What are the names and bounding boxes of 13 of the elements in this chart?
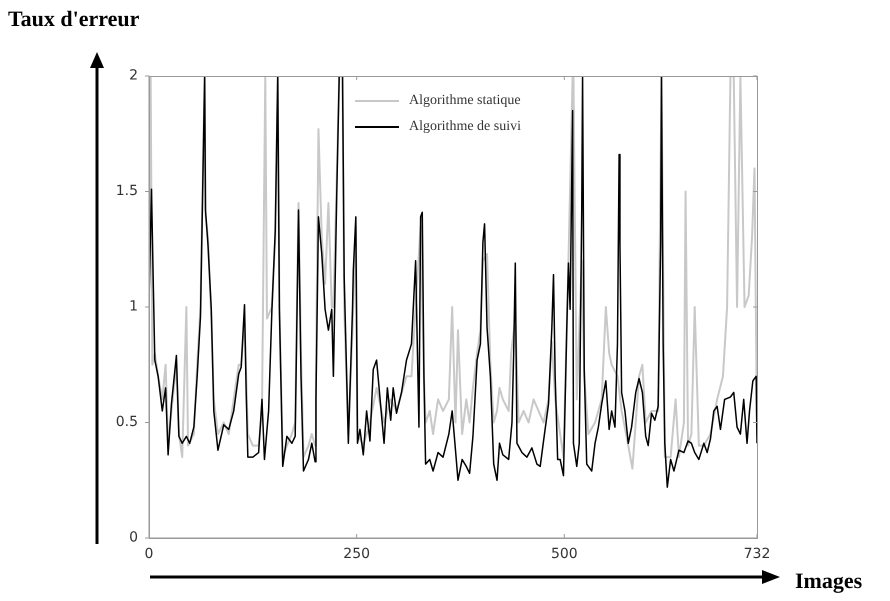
- legend-label: Algorithme de suivi: [409, 119, 521, 135]
- y-tick-label: 0.5: [116, 414, 138, 430]
- x-tick-label: 250: [343, 546, 370, 562]
- legend-label: Algorithme statique: [409, 93, 521, 109]
- x-tick-label: 500: [550, 546, 578, 562]
- y-axis-title: Taux d'erreur: [8, 6, 140, 32]
- y-tick-label: 1.5: [116, 183, 138, 200]
- y-tick-label: 2: [129, 68, 138, 84]
- x-tick-label: 732: [744, 546, 770, 562]
- y-tick-label: 0: [129, 530, 138, 546]
- x-tick-label: 0: [144, 546, 154, 562]
- x-axis-title: Images: [795, 568, 862, 594]
- y-tick-label: 1: [129, 298, 138, 315]
